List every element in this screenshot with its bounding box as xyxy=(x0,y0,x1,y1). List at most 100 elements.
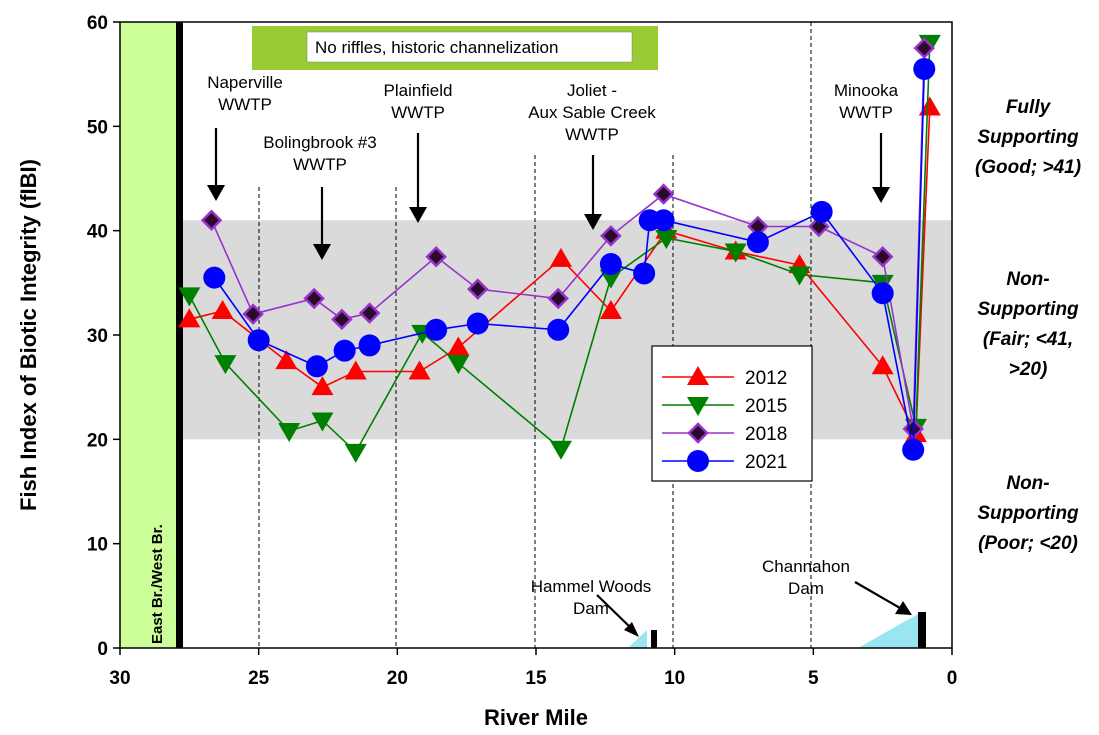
minooka-label-line-2: WWTP xyxy=(839,103,893,122)
series-2012-point-9 xyxy=(599,300,622,320)
series-2012-point-6 xyxy=(408,360,431,380)
series-2015-point-10 xyxy=(655,229,678,249)
series-2021-point-8 xyxy=(547,318,570,341)
series-2018-point-9 xyxy=(600,225,622,247)
naperville-label-line-1: Naperville xyxy=(207,73,283,92)
legend-label-2018: 2018 xyxy=(745,424,787,445)
branch-label: East Br./West Br. xyxy=(149,524,166,644)
series-2018-point-8 xyxy=(547,287,569,310)
hammel-label-line-2: Dam xyxy=(573,599,609,618)
y-tick-label-0: 0 xyxy=(97,639,108,660)
x-tick-label-25: 25 xyxy=(248,668,270,689)
joliet-label-line-2: Aux Sable Creek xyxy=(528,103,656,122)
x-tick-label-10: 10 xyxy=(664,668,685,689)
plainfield-arrow-head xyxy=(409,207,427,223)
zone-fair-line-1: Non- xyxy=(1006,269,1049,290)
zone-good-line-1: Fully xyxy=(1006,97,1052,118)
series-2018-point-2 xyxy=(242,303,264,325)
naperville-label-line-2: WWTP xyxy=(218,95,272,114)
series-2012-point-15 xyxy=(918,96,941,116)
minooka-arrow-head xyxy=(872,187,890,203)
y-tick-label-40: 40 xyxy=(87,222,108,243)
legend: 2012 2015 2018 2021 xyxy=(651,345,813,482)
series-2018-point-10 xyxy=(652,183,675,205)
series-2012-point-3 xyxy=(275,350,298,370)
zone-poor-line-3: (Poor; <20) xyxy=(978,533,1078,554)
channahon-label-line-1: Channahon xyxy=(762,557,850,576)
series-2021-point-4 xyxy=(333,339,356,362)
y-tick-label-20: 20 xyxy=(87,430,108,451)
channahon-dam-bar xyxy=(918,612,926,648)
series-2021-point-14 xyxy=(810,200,833,223)
x-tick-label-15: 15 xyxy=(525,668,547,689)
series-2015-point-12 xyxy=(788,266,811,286)
series-2015-point-9 xyxy=(599,269,622,289)
series-2018-point-7 xyxy=(466,278,489,300)
series-2012-point-2 xyxy=(211,300,234,320)
series-2012-point-8 xyxy=(549,247,572,267)
zone-good-line-3: (Good; >41) xyxy=(975,157,1081,178)
y-tick-label-60: 60 xyxy=(87,13,108,34)
series-2021 xyxy=(203,57,936,461)
zone-fair-line-2: Supporting xyxy=(977,299,1079,320)
series-2018 xyxy=(200,37,936,440)
naperville-arrow-head xyxy=(207,185,225,201)
x-tick-label-5: 5 xyxy=(808,668,819,689)
hammel-dam-wedge xyxy=(628,630,647,648)
channahon-dam-wedge xyxy=(858,614,918,648)
series-2015-point-3 xyxy=(278,422,301,442)
series-2021-point-17 xyxy=(913,57,936,80)
series-2021-point-15 xyxy=(871,282,894,305)
series-2018-point-13 xyxy=(871,245,894,268)
banner-inner xyxy=(306,31,633,63)
series-2021-point-16 xyxy=(902,438,925,461)
series-2015-point-4 xyxy=(311,412,334,432)
series-2021-point-2 xyxy=(247,329,270,352)
series-2012-point-7 xyxy=(447,336,470,356)
joliet-arrow-head xyxy=(584,214,602,230)
channahon-label-line-2: Dam xyxy=(788,579,824,598)
series-2015-point-7 xyxy=(447,355,470,375)
confluence-line xyxy=(176,22,183,648)
zone-poor-line-2: Supporting xyxy=(977,503,1079,524)
series-2015-point-1 xyxy=(178,287,201,307)
x-tick-label-20: 20 xyxy=(387,668,408,689)
bolingbrook-label-line-1: Bolingbrook #3 xyxy=(263,133,376,152)
y-tick-label-10: 10 xyxy=(87,535,108,556)
legend-box xyxy=(651,345,813,482)
series-2021-point-13 xyxy=(746,231,769,254)
minooka-label-line-1: Minooka xyxy=(834,81,899,100)
y-tick-label-30: 30 xyxy=(87,326,108,347)
legend-marker-2018 xyxy=(687,422,709,444)
series-2018-point-4 xyxy=(331,308,353,331)
annotation-layer: No riffles, historic channelization Naper… xyxy=(149,38,1081,644)
channahon-arrow-shaft xyxy=(854,581,901,609)
series-2021-point-5 xyxy=(358,334,381,357)
fair-band xyxy=(120,220,952,440)
x-axis-title: River Mile xyxy=(484,705,588,730)
series-2021-point-7 xyxy=(466,312,489,335)
series-2015-point-2 xyxy=(214,355,237,375)
series-2018-point-6 xyxy=(425,245,447,268)
bolingbrook-arrow-head xyxy=(313,244,331,260)
series-2012-point-5 xyxy=(344,360,367,380)
joliet-label-line-3: WWTP xyxy=(565,125,619,144)
legend-marker-2021 xyxy=(687,450,709,472)
series-2021-point-12 xyxy=(652,209,675,232)
series-2015-point-11 xyxy=(724,243,747,263)
y-axis-title: Fish Index of Biotic Integrity (fIBI) xyxy=(16,159,41,511)
joliet-label-line-1: Joliet - xyxy=(567,81,617,100)
series-2021-point-10 xyxy=(633,262,656,285)
series-2015-point-5 xyxy=(344,443,367,463)
series-2018-point-3 xyxy=(303,287,325,310)
series-2012-point-4 xyxy=(311,376,334,396)
legend-marker-2012 xyxy=(687,366,709,385)
series-2012-point-13 xyxy=(871,355,894,375)
zone-fair-line-4: >20) xyxy=(1009,359,1048,380)
channahon-arrow-head xyxy=(895,601,912,615)
legend-label-2012: 2012 xyxy=(745,368,787,389)
bolingbrook-label-line-2: WWTP xyxy=(293,155,347,174)
zone-fair-line-3: (Fair; <41, xyxy=(983,329,1073,350)
